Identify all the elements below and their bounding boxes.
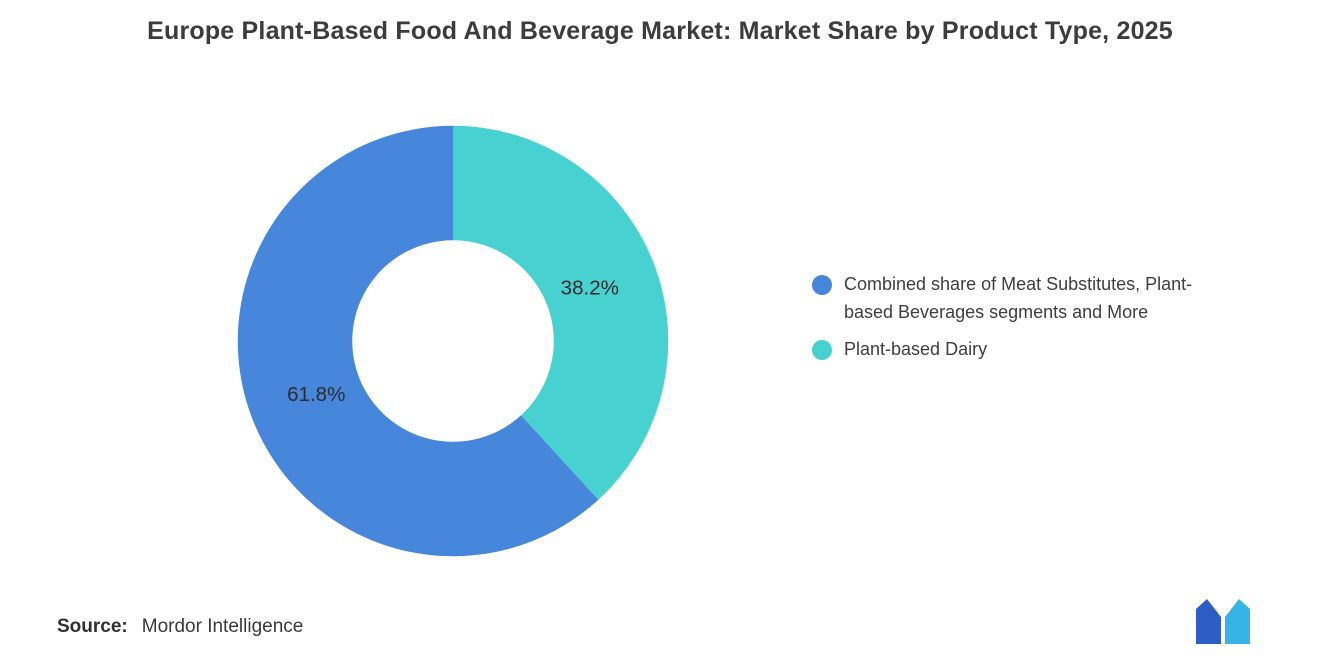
legend-swatch [812, 275, 832, 295]
donut-slice [237, 125, 599, 557]
logo-left-shape [1196, 599, 1221, 644]
legend-label: Plant-based Dairy [844, 338, 988, 359]
source-value: Mordor Intelligence [141, 616, 304, 637]
donut-slice [453, 125, 669, 500]
donut-svg: 38.2% 61.8% [237, 125, 669, 557]
logo-right-shape [1225, 599, 1250, 644]
logo-mark-icon [1196, 599, 1250, 644]
slice-label: 61.8% [287, 383, 345, 406]
legend-item: Combined share of Meat Substitutes, Plan… [812, 271, 1204, 327]
mordor-intelligence-logo [1196, 599, 1252, 644]
legend: Combined share of Meat Substitutes, Plan… [812, 271, 1204, 364]
legend-label: Combined share of Meat Substitutes, Plan… [844, 274, 1193, 322]
donut-chart: 38.2% 61.8% [228, 116, 678, 566]
chart-title-text: Europe Plant-Based Food And Beverage Mar… [147, 17, 1173, 45]
slice-label: 38.2% [561, 277, 619, 300]
source-row: Source: Mordor Intelligence [57, 616, 303, 638]
legend-swatch [812, 339, 832, 360]
legend-item: Plant-based Dairy [812, 336, 1204, 364]
chart-title: Europe Plant-Based Food And Beverage Mar… [0, 14, 1320, 49]
source-label: Source: [57, 616, 128, 637]
